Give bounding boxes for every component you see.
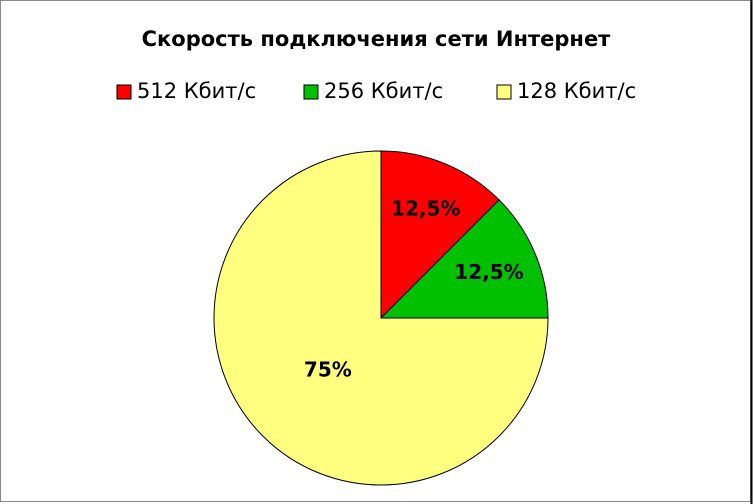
legend-label: 512 Кбит/с <box>137 79 256 103</box>
chart-title: Скорость подключения сети Интернет <box>142 27 612 51</box>
value-label: 12,5% <box>391 196 460 220</box>
pie-slice <box>213 150 549 486</box>
pie-slice <box>379 199 549 319</box>
value-label: 12,5% <box>454 260 523 284</box>
pie-slice <box>380 150 500 320</box>
legend-swatch <box>116 84 132 100</box>
legend-label: 256 Кбит/с <box>324 79 443 103</box>
legend-swatch <box>303 84 319 100</box>
value-label: 75% <box>304 358 352 382</box>
legend-label: 128 Кбит/с <box>517 79 636 103</box>
legend-swatch <box>496 84 512 100</box>
